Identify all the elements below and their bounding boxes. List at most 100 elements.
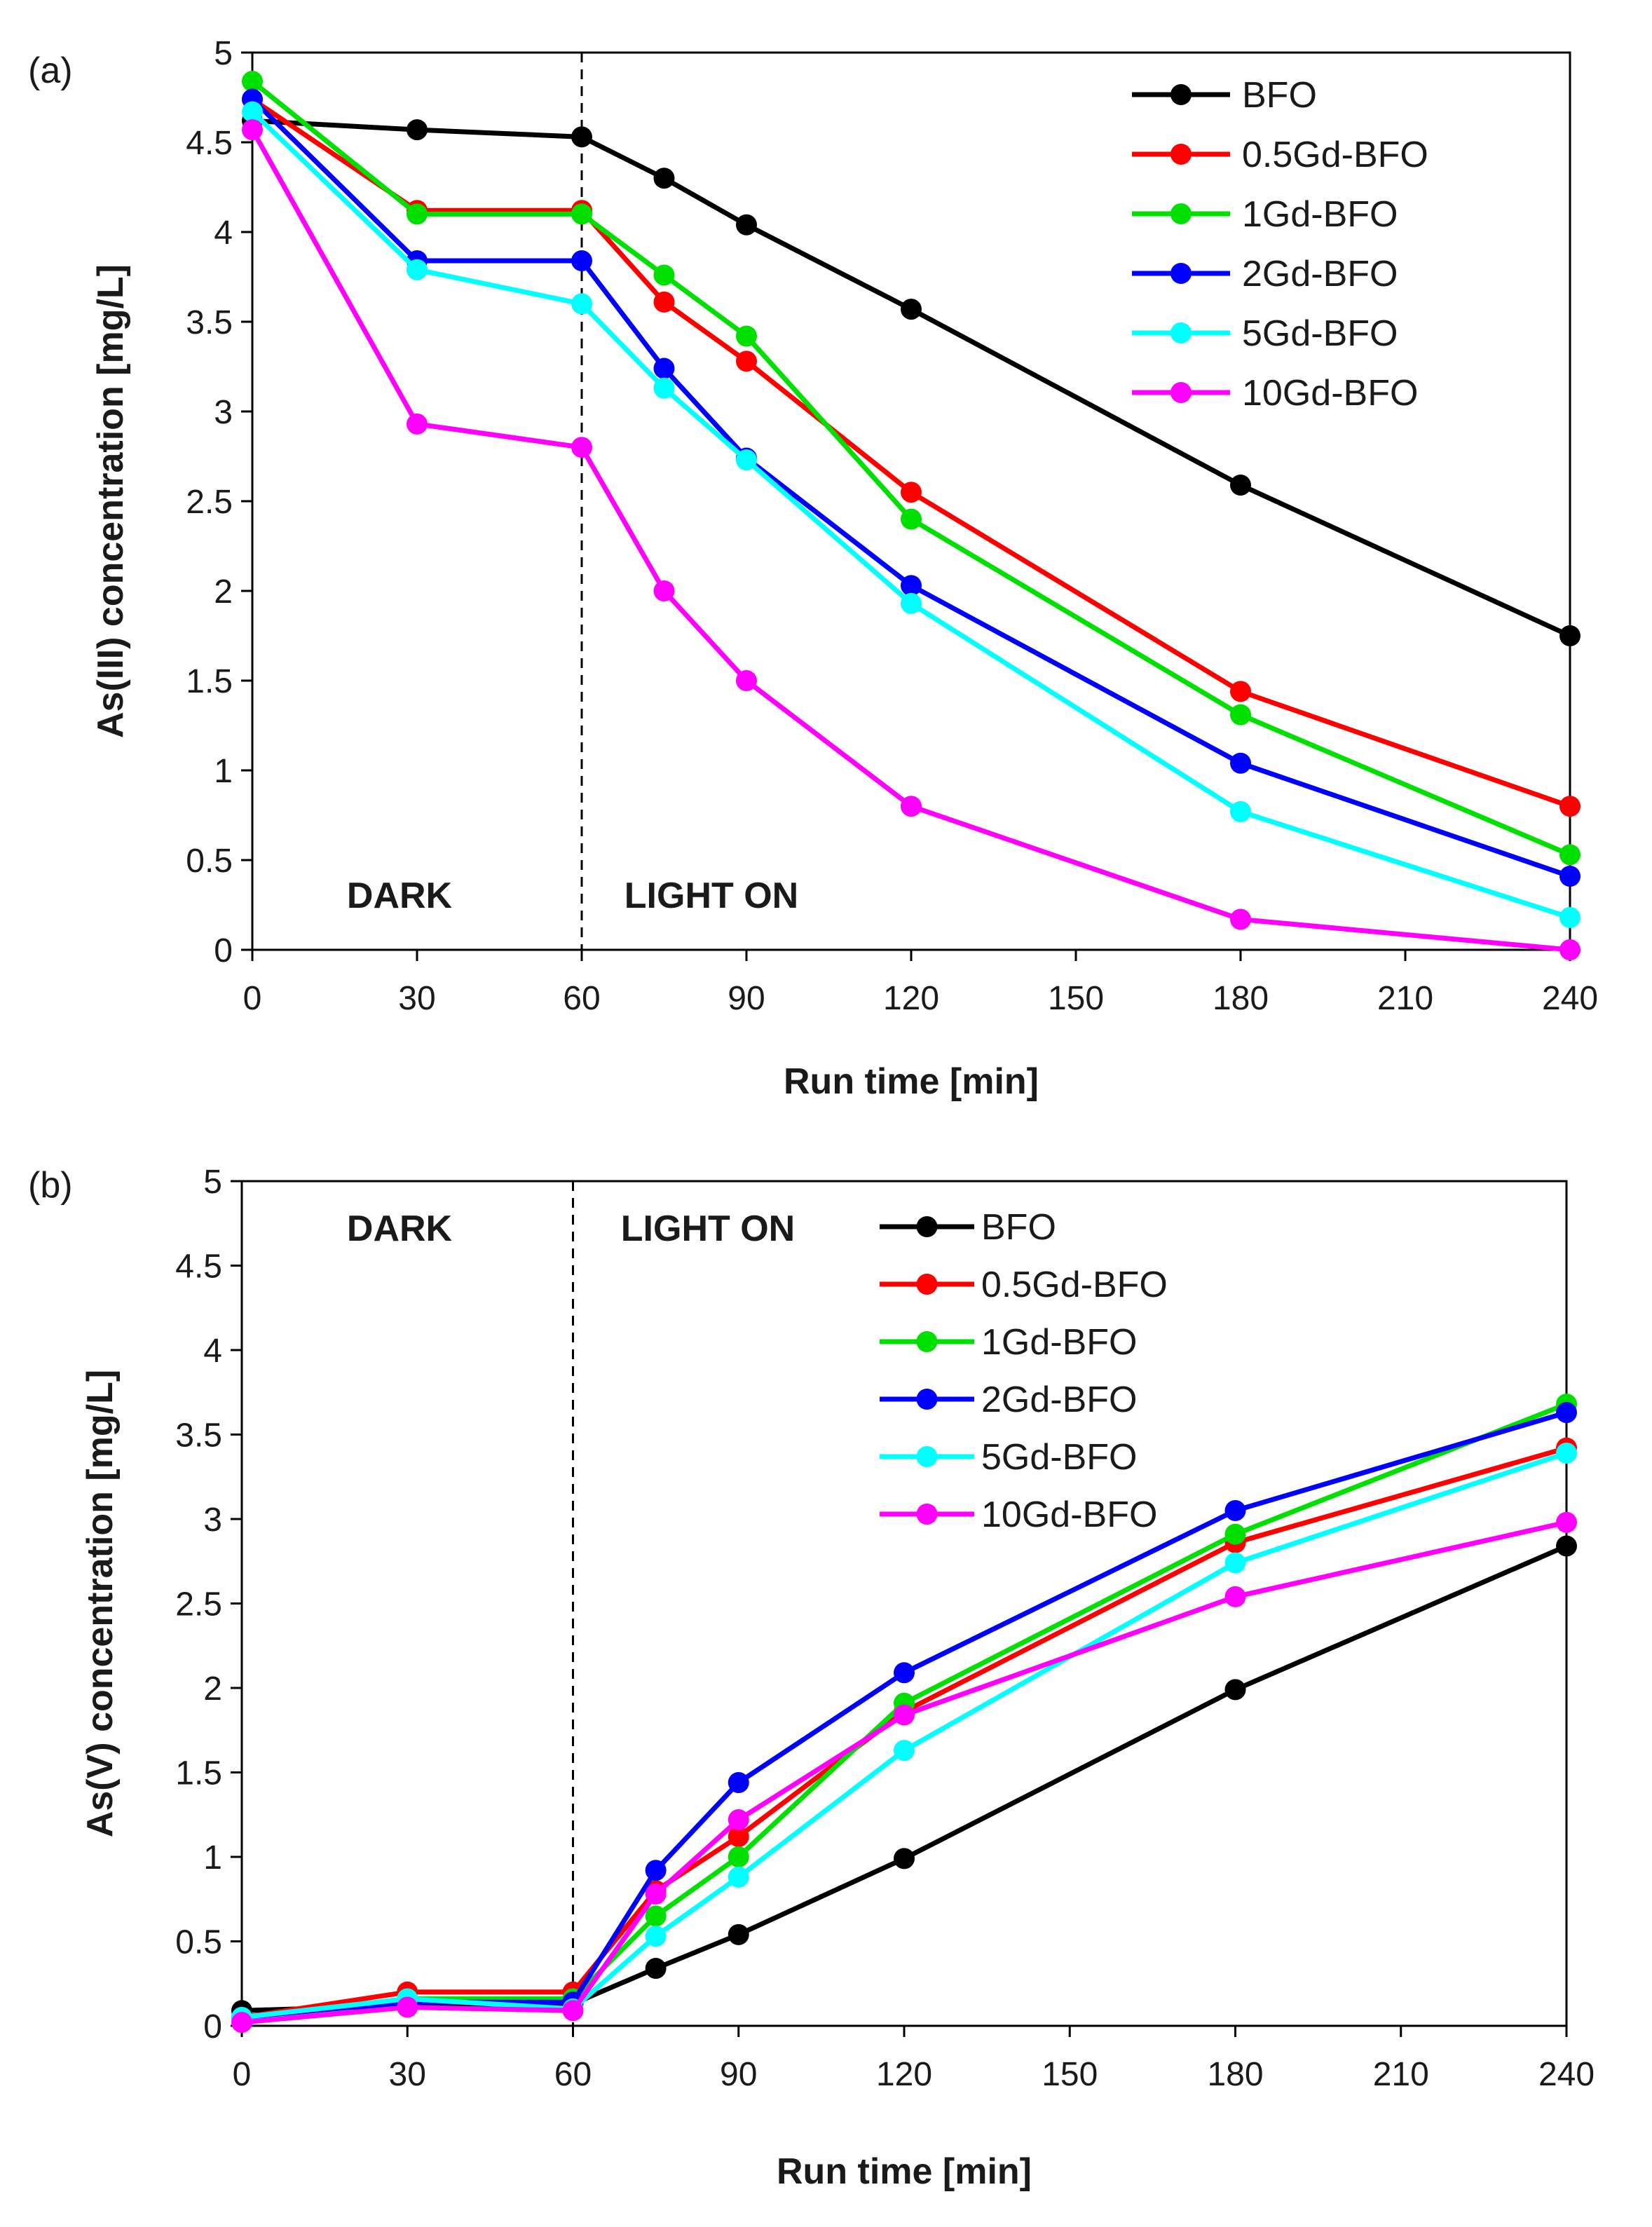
legend-label: 5Gd-BFO (1242, 313, 1398, 354)
x-tick-label: 60 (563, 980, 600, 1017)
data-point (571, 250, 592, 271)
data-point (728, 1866, 749, 1888)
y-tick-label: 0.5 (175, 1924, 222, 1961)
y-tick-label: 4 (214, 214, 233, 252)
y-tick-label: 5 (214, 35, 233, 72)
series-1gd-bfo (242, 70, 1581, 866)
legend-item: BFO (880, 1207, 1056, 1248)
legend-label: 1Gd-BFO (1242, 194, 1398, 235)
data-point (645, 1926, 667, 1947)
data-point (901, 482, 922, 503)
data-point (901, 575, 922, 597)
data-point (1559, 939, 1581, 960)
legend-label: 2Gd-BFO (981, 1380, 1138, 1420)
data-point (407, 259, 428, 280)
data-point (894, 1740, 915, 1762)
x-tick-label: 210 (1377, 980, 1433, 1017)
data-point (1559, 906, 1581, 928)
data-point (653, 357, 675, 379)
x-tick-label: 180 (1213, 980, 1269, 1017)
data-point (901, 796, 922, 817)
panel-label: (b) (28, 1165, 73, 1206)
data-point (653, 377, 675, 399)
legend-item: 0.5Gd-BFO (1132, 135, 1428, 175)
x-tick-label: 150 (1042, 2056, 1098, 2093)
legend-swatch-marker (916, 1216, 938, 1237)
legend-swatch-marker (916, 1389, 938, 1410)
data-point (1230, 704, 1251, 726)
data-point (1224, 1552, 1246, 1574)
series-bfo (231, 1535, 1577, 2022)
data-point (653, 580, 675, 601)
legend-item: 1Gd-BFO (1132, 194, 1398, 235)
data-point (736, 670, 757, 691)
data-point (1556, 1535, 1577, 1557)
legend-swatch-marker (916, 1331, 938, 1352)
data-point (728, 1826, 749, 1848)
data-point (1559, 844, 1581, 866)
data-point (1224, 1523, 1246, 1545)
legend-item: 5Gd-BFO (880, 1437, 1138, 1478)
x-axis-title: Run time [min] (777, 2151, 1032, 2192)
legend-label: 1Gd-BFO (981, 1322, 1138, 1363)
data-point (571, 203, 592, 225)
data-point (1230, 801, 1251, 822)
data-point (231, 2012, 252, 2034)
legend-item: 10Gd-BFO (880, 1494, 1157, 1535)
data-point (901, 299, 922, 320)
data-point (901, 592, 922, 614)
y-tick-label: 1 (203, 1839, 222, 1877)
legend-swatch-marker (1170, 84, 1192, 105)
data-point (653, 168, 675, 189)
light-on-region-label: LIGHT ON (624, 876, 798, 916)
legend-swatch-marker (1170, 382, 1192, 403)
chart-panel-a: 0 0.5 1 1.5 2 2.5 3 3.5 4 4.5 5 0 30 60 90 120 150 180 210… (28, 35, 1598, 1102)
y-tick-label: 2.5 (175, 1586, 222, 1623)
legend-swatch-marker (1170, 322, 1192, 343)
data-point (242, 70, 263, 92)
data-point (562, 2000, 584, 2022)
x-tick-label: 150 (1048, 980, 1104, 1017)
series-line (241, 1450, 1568, 2020)
legend-item: 5Gd-BFO (1132, 313, 1398, 354)
data-point (1559, 625, 1581, 646)
series-line (250, 128, 1571, 953)
series-line (241, 1544, 1568, 2013)
legend-swatch-marker (1170, 144, 1192, 165)
data-point (653, 264, 675, 286)
series-10gd-bfo (231, 1511, 1577, 2034)
data-point (894, 1662, 915, 1684)
y-tick-label: 4.5 (175, 1248, 222, 1286)
y-axis-title: As(V) concentration [mg/L] (80, 1370, 121, 1837)
legend: BFO 0.5Gd-BFO 1Gd-BFO 2Gd-BFO 5Gd-BFO 10Gd-BF… (1132, 75, 1428, 414)
y-tick-label: 2 (214, 573, 233, 611)
y-axis-title: As(III) concentration [mg/L] (90, 264, 131, 738)
legend-label: 0.5Gd-BFO (981, 1265, 1168, 1305)
x-tick-label: 30 (398, 980, 435, 1017)
series-line (250, 109, 1571, 920)
data-point (645, 1958, 667, 1980)
data-point (407, 413, 428, 435)
x-tick-label: 240 (1538, 2056, 1595, 2093)
data-point (571, 126, 592, 148)
x-tick-label: 0 (243, 980, 262, 1017)
y-tick-label: 5 (203, 1164, 222, 1201)
x-tick-label: 90 (728, 980, 765, 1017)
series-line (241, 1520, 1567, 2025)
data-point (1556, 1402, 1577, 1424)
light-on-region-label: LIGHT ON (621, 1208, 795, 1249)
data-point (1559, 866, 1581, 887)
data-point (645, 1905, 667, 1927)
series-line (252, 118, 1571, 639)
x-tick-label: 120 (883, 980, 939, 1017)
data-point (407, 203, 428, 225)
data-point (1224, 1499, 1246, 1521)
legend-swatch-marker (916, 1446, 938, 1467)
series-line (250, 79, 1571, 857)
data-point (645, 1884, 667, 1905)
data-point (653, 291, 675, 313)
legend-label: 0.5Gd-BFO (1242, 135, 1428, 175)
legend-item: BFO (1132, 75, 1317, 116)
legend-label: BFO (981, 1207, 1056, 1248)
data-point (242, 119, 263, 141)
